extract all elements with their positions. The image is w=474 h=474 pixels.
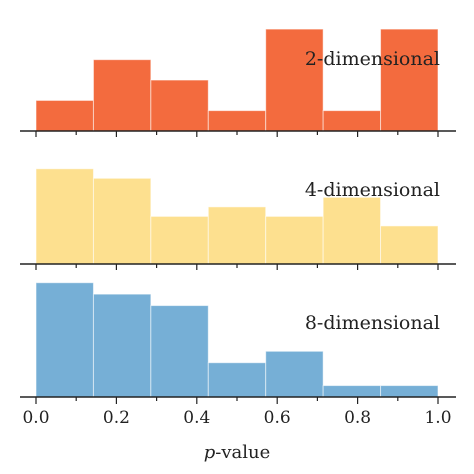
histogram-bar: [150, 305, 209, 398]
histogram-bar: [380, 28, 439, 132]
histogram-bar: [92, 293, 152, 398]
panel-label: 4-dimensional: [305, 179, 440, 201]
x-axis: 0.0 0.2 0.4 0.6 0.8 1.0: [22, 397, 452, 428]
x-tick-label: 1.0: [424, 408, 451, 428]
histogram-bar: [92, 59, 152, 132]
histogram-bar: [207, 362, 267, 398]
x-tick-label: 0.0: [22, 408, 49, 428]
histogram-bar: [265, 215, 324, 265]
panel-8-dimensional: 8-dimensional: [20, 282, 456, 398]
x-tick-label: 0.4: [183, 408, 210, 428]
x-axis-title: p-value: [204, 442, 271, 463]
histogram-bar: [265, 28, 324, 132]
panel-label: 8-dimensional: [305, 312, 440, 334]
histogram-bar: [322, 385, 382, 398]
histogram-bar: [207, 110, 267, 132]
panel-label: 2-dimensional: [305, 48, 440, 70]
x-tick-label: 0.6: [264, 408, 291, 428]
histogram-bar: [150, 79, 209, 132]
panel-2-dimensional: 2-dimensional: [20, 28, 456, 137]
histogram-bar: [35, 99, 94, 132]
histogram-bar: [322, 110, 382, 132]
histogram-bar: [380, 225, 439, 265]
x-tick-label: 0.2: [103, 408, 130, 428]
histogram-bar: [150, 215, 209, 265]
x-tick-label: 0.8: [344, 408, 371, 428]
histogram-bar: [322, 196, 382, 265]
histogram-bar: [92, 177, 152, 265]
x-axis-title-italic: p: [204, 442, 216, 463]
histogram-bar: [35, 282, 94, 398]
histogram-bar: [265, 350, 324, 398]
histogram-bar: [380, 385, 439, 398]
x-axis-title-rest: -value: [215, 442, 270, 463]
histogram-bar: [35, 168, 94, 265]
histogram-bar: [207, 206, 267, 265]
panel-4-dimensional: 4-dimensional: [20, 168, 456, 270]
panels: 2-dimensional 4-dimensional 8-dimensional: [20, 28, 456, 398]
